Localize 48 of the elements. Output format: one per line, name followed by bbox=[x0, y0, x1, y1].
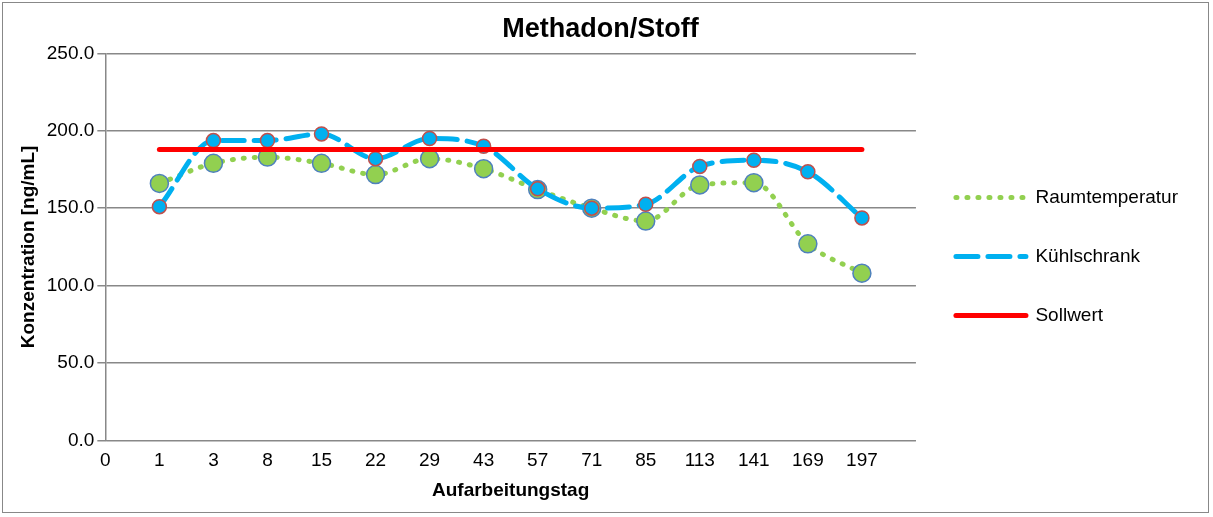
point bbox=[313, 126, 330, 142]
x-tick-label: 113 bbox=[684, 449, 715, 471]
point bbox=[151, 198, 168, 215]
point bbox=[203, 153, 224, 174]
point bbox=[205, 132, 222, 149]
point bbox=[473, 158, 494, 179]
x-tick-label: 8 bbox=[262, 449, 273, 471]
x-axis-title: Aufarbeitungstag bbox=[432, 478, 590, 500]
y-tick-label: 150.0 bbox=[46, 196, 95, 218]
point bbox=[692, 158, 708, 175]
chart-title: Methadon/Stoff bbox=[502, 12, 700, 43]
y-tick-label: 0.0 bbox=[67, 428, 95, 450]
legend-label: Kühlschrank bbox=[1035, 244, 1141, 266]
x-tick-label: 85 bbox=[635, 449, 657, 471]
x-tick-label: 3 bbox=[208, 449, 219, 471]
x-tick-label: 0 bbox=[100, 449, 111, 471]
x-tick-label: 169 bbox=[792, 449, 824, 471]
x-tick-label: 71 bbox=[581, 449, 603, 471]
point bbox=[690, 175, 710, 195]
point bbox=[365, 164, 386, 185]
x-tick-label: 22 bbox=[364, 449, 387, 471]
point bbox=[638, 196, 654, 213]
y-tick-label: 250.0 bbox=[46, 41, 95, 63]
y-tick-label: 50.0 bbox=[57, 351, 95, 373]
x-tick-label: 43 bbox=[473, 449, 495, 471]
point bbox=[311, 153, 332, 174]
point bbox=[798, 234, 818, 254]
point bbox=[746, 152, 762, 168]
point bbox=[852, 263, 872, 283]
point bbox=[367, 150, 384, 167]
point bbox=[421, 130, 438, 147]
x-tick-label: 141 bbox=[737, 449, 770, 471]
x-tick-label: 29 bbox=[419, 449, 441, 471]
point bbox=[800, 164, 816, 180]
y-tick-label: 200.0 bbox=[46, 119, 95, 141]
x-tick-label: 57 bbox=[527, 449, 549, 471]
point bbox=[259, 132, 276, 149]
legend-label: Raumtemperatur bbox=[1035, 185, 1179, 207]
x-tick-label: 197 bbox=[846, 449, 878, 471]
y-axis-title: Konzentration [ng/mL] bbox=[16, 145, 38, 349]
legend-label: Sollwert bbox=[1035, 303, 1104, 325]
point bbox=[854, 210, 870, 226]
point bbox=[744, 172, 764, 193]
y-tick-label: 100.0 bbox=[46, 273, 95, 295]
point bbox=[149, 173, 170, 194]
point bbox=[636, 211, 656, 231]
x-tick-label: 15 bbox=[310, 449, 333, 471]
x-tick-label: 1 bbox=[154, 449, 165, 471]
